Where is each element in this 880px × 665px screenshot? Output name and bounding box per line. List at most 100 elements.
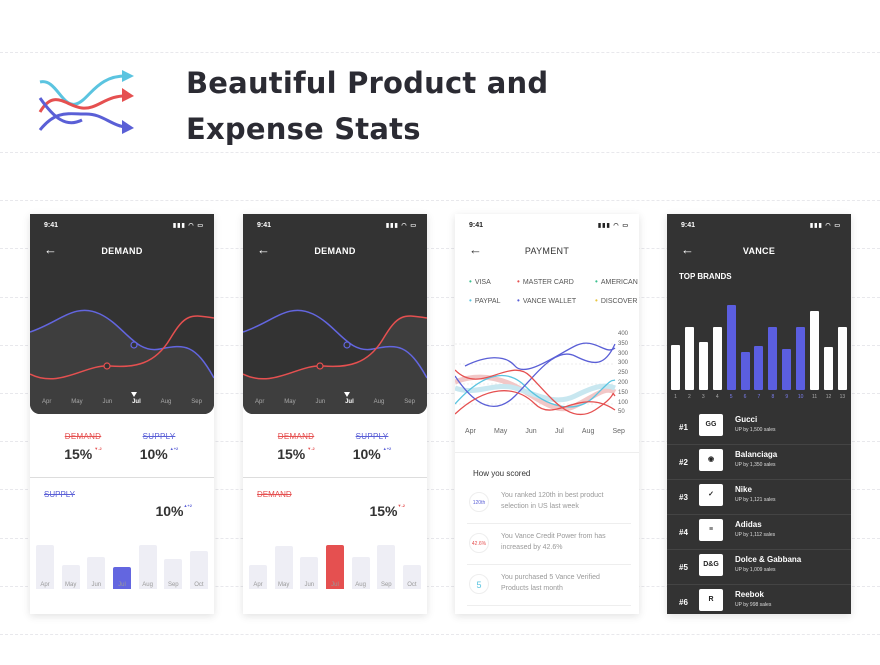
- bar-month-label: Jun: [304, 582, 315, 588]
- brand-bar[interactable]: [684, 327, 694, 390]
- bar-number-label: 3: [701, 394, 705, 400]
- bar[interactable]: [377, 545, 396, 589]
- back-arrow-icon[interactable]: ←: [681, 242, 694, 257]
- phone-demand-supply: 9:41 ▮▮▮ ◠ ▭ ← DEMAND Apr May Jun Jul Aug Sep…: [30, 214, 214, 614]
- demand-line-chart: [243, 309, 427, 414]
- brand-sales: UP by 1,009 sales: [735, 567, 776, 573]
- brand-bar[interactable]: [698, 342, 708, 390]
- status-bar: 9:41 ▮▮▮ ◠ ▭: [44, 222, 204, 229]
- demand-bars-section: DEMAND 15%▼-2: [243, 478, 427, 614]
- bar[interactable]: [300, 557, 319, 589]
- selected-month-marker: [344, 392, 350, 397]
- brand-sales: UP by 1,500 sales: [735, 427, 776, 433]
- bar[interactable]: [61, 564, 80, 589]
- phone-payment: 9:41 ▮▮▮ ◠ ▭ ← PAYMENT • VISA • MASTER CAR…: [455, 214, 639, 614]
- brand-bar[interactable]: [740, 352, 750, 390]
- signal-wifi-battery-icon: ▮▮▮ ◠ ▭: [385, 223, 417, 229]
- bg-line: [0, 538, 880, 539]
- bar[interactable]: [325, 545, 344, 589]
- demand-bar-chart: [249, 528, 421, 589]
- bar[interactable]: [189, 551, 208, 589]
- bar-number-label: 6: [743, 394, 747, 400]
- brand-bar[interactable]: [712, 327, 722, 390]
- brand-row[interactable]: #4 ≡ Adidas UP by 1,112 sales: [667, 515, 851, 550]
- brand-bar[interactable]: [726, 304, 736, 390]
- screen-title: DEMAND: [314, 246, 356, 256]
- brand-logo-icon: ◉: [699, 449, 723, 471]
- brand-bar[interactable]: [754, 345, 764, 390]
- brand-row[interactable]: #3 ✓ Nike UP by 1,121 sales: [667, 480, 851, 515]
- supply-bars-section: SUPPLY 10%▲+2: [30, 478, 214, 614]
- bar-month-label: May: [277, 582, 290, 588]
- bars-value: 10%▲+2: [155, 503, 192, 519]
- back-arrow-icon[interactable]: ←: [469, 242, 482, 257]
- bar[interactable]: [249, 564, 267, 589]
- bar-month-label: Aug: [355, 582, 366, 588]
- legend-dot-icon: •: [469, 296, 472, 305]
- bar-number-label: 11: [811, 394, 818, 400]
- signal-wifi-battery-icon: ▮▮▮ ◠ ▭: [809, 223, 841, 229]
- bar[interactable]: [138, 545, 157, 589]
- screen-title: DEMAND: [101, 246, 143, 256]
- brand-row[interactable]: #6 R Reebok UP by 998 sales: [667, 585, 851, 614]
- brand-sales: UP by 1,121 sales: [735, 497, 776, 503]
- back-arrow-icon[interactable]: ←: [44, 242, 57, 257]
- bar[interactable]: [36, 545, 54, 589]
- bar-month-label: Aug: [142, 582, 153, 588]
- score-item[interactable]: 120th You ranked 120th in best product s…: [467, 484, 631, 524]
- chart-months: Apr May Jun Jul Aug Sep: [255, 399, 415, 405]
- supply-stat: SUPPLY 10% ▲+2: [139, 432, 179, 462]
- back-arrow-icon[interactable]: ←: [257, 242, 270, 257]
- bg-line: [0, 52, 880, 53]
- brand-bar[interactable]: [823, 346, 833, 390]
- bar[interactable]: [112, 567, 131, 589]
- brand-bar[interactable]: [782, 348, 792, 390]
- brand-name: Nike: [735, 485, 752, 494]
- bar[interactable]: [402, 564, 421, 589]
- bars-value: 15%▼-2: [369, 503, 405, 519]
- bar-month-label: May: [64, 582, 77, 588]
- bar[interactable]: [164, 558, 183, 589]
- bar-month-label: Sep: [380, 582, 392, 588]
- brand-row[interactable]: #1 GG Gucci UP by 1,500 sales: [667, 410, 851, 445]
- chart-months: Apr May Jun Jul Aug Sep: [42, 399, 202, 405]
- brand-bar[interactable]: [810, 310, 820, 390]
- brand-bar[interactable]: [837, 327, 847, 390]
- brand-bar-chart: [671, 300, 847, 390]
- bar[interactable]: [274, 546, 293, 589]
- brand-bar[interactable]: [671, 345, 680, 390]
- demand-chart-card: 9:41 ▮▮▮ ◠ ▭ ← DEMAND Apr May Jun Jul Aug Sep: [243, 214, 427, 414]
- brand-name: Reebok: [735, 590, 764, 599]
- signal-wifi-battery-icon: ▮▮▮ ◠ ▭: [597, 223, 629, 229]
- bar[interactable]: [87, 557, 106, 589]
- demand-point: [103, 362, 111, 370]
- bar-month-label: Apr: [40, 582, 50, 588]
- bar-number-label: 10: [797, 394, 804, 400]
- supply-line: [30, 309, 214, 379]
- signal-wifi-battery-icon: ▮▮▮ ◠ ▭: [172, 223, 204, 229]
- bar[interactable]: [351, 557, 370, 589]
- bg-line: [0, 586, 880, 587]
- bar-number-label: 13: [839, 394, 846, 400]
- brand-row[interactable]: #2 ◉ Balanciaga UP by 1,350 sales: [667, 445, 851, 480]
- bars-label: SUPPLY: [44, 490, 75, 499]
- brand-logo-icon: ≡: [699, 519, 723, 541]
- score-item[interactable]: 42.6% You Vance Credit Power from has in…: [467, 525, 631, 565]
- bg-line: [0, 634, 880, 635]
- supply-point: [343, 341, 351, 349]
- brand-bar[interactable]: [796, 327, 806, 390]
- brand-sales: UP by 1,350 sales: [735, 462, 776, 468]
- legend-dot-icon: •: [595, 296, 598, 305]
- status-bar: 9:41 ▮▮▮ ◠ ▭: [469, 222, 629, 229]
- demand-stat: DEMAND 15% ▼-2: [64, 432, 102, 462]
- bg-line: [0, 297, 880, 298]
- status-bar: 9:41 ▮▮▮ ◠ ▭: [681, 222, 841, 229]
- brand-row[interactable]: #5 D&G Dolce & Gabbana UP by 1,009 sales: [667, 550, 851, 585]
- demand-stat: DEMAND 15% ▼-2: [277, 432, 315, 462]
- score-item[interactable]: 5 You purchased 5 Vance Verified Product…: [467, 566, 631, 606]
- brand-bar[interactable]: [768, 327, 778, 390]
- supply-bar-chart: [36, 528, 208, 589]
- bar-months: Apr May Jun Jul Aug Sep Oct: [36, 582, 208, 588]
- bar-month-label: Jun: [91, 582, 102, 588]
